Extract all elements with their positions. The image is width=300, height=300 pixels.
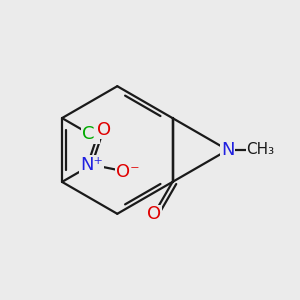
Text: CH₃: CH₃: [246, 142, 274, 158]
Text: N⁺: N⁺: [80, 156, 103, 174]
Text: O⁻: O⁻: [116, 163, 140, 181]
Text: O: O: [97, 121, 111, 139]
Text: O: O: [147, 206, 161, 224]
Text: Cl: Cl: [82, 125, 99, 143]
Text: N: N: [221, 141, 235, 159]
